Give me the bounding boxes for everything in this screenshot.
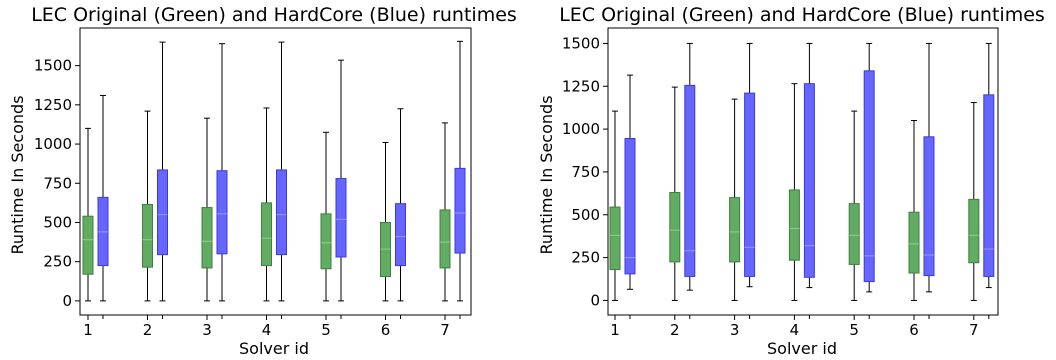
x-tick-label: 4 (262, 321, 272, 339)
x-tick-label: 5 (849, 321, 859, 339)
box-green (609, 206, 621, 271)
box-green (848, 203, 860, 265)
x-tick-label: 7 (969, 321, 979, 339)
x-axis-label: Solver id (239, 339, 309, 358)
box-blue (216, 170, 228, 255)
y-tick-label: 0 (590, 291, 600, 309)
y-tick-label: 0 (62, 292, 72, 310)
box-green (142, 203, 153, 268)
chart-panel-left: LEC Original (Green) and HardCore (Blue)… (8, 4, 517, 358)
x-tick-label: 3 (730, 321, 740, 339)
box-green (729, 197, 741, 263)
box-green (82, 215, 94, 275)
axes-frame (79, 27, 472, 316)
y-tick-label: 750 (43, 174, 72, 192)
y-tick-label: 750 (571, 163, 600, 181)
box-blue (803, 83, 815, 278)
box-green (908, 211, 920, 274)
box-blue (684, 84, 696, 277)
x-tick-label: 6 (381, 321, 391, 339)
box-green (788, 189, 800, 261)
x-tick-label: 2 (670, 321, 680, 339)
y-tick-label: 1250 (562, 77, 600, 95)
chart-title: LEC Original (Green) and HardCore (Blue)… (559, 4, 1045, 26)
box-blue (276, 169, 287, 256)
plot-area: 0 250 500 750 1000 1250 1500 1 2 3 4 5 6 7 (562, 27, 999, 339)
axes-frame (607, 27, 999, 316)
chart-title: LEC Original (Green) and HardCore (Blue)… (31, 4, 517, 26)
x-tick-label: 1 (610, 321, 620, 339)
box-green (669, 191, 681, 263)
box-blue (744, 92, 756, 277)
x-axis-label: Solver id (767, 339, 837, 358)
box-green (439, 209, 451, 269)
y-tick-label: 1000 (34, 135, 72, 153)
x-tick-label: 2 (143, 321, 153, 339)
y-tick-label: 250 (571, 249, 600, 267)
box-blue (395, 203, 406, 267)
box-green (201, 207, 213, 269)
x-tick-label: 7 (440, 321, 450, 339)
x-tick-label: 4 (790, 321, 800, 339)
x-tick-label: 3 (202, 321, 212, 339)
box-green (261, 202, 272, 267)
box-blue (454, 167, 466, 254)
box-green (968, 198, 980, 264)
box-green (320, 213, 332, 270)
x-tick-label: 1 (83, 321, 93, 339)
y-tick-label: 1500 (34, 57, 72, 75)
y-tick-label: 1500 (562, 34, 600, 52)
box-blue (983, 94, 995, 277)
box-blue (624, 138, 636, 275)
plot-area: 0 250 500 750 1000 1250 1500 1 2 3 4 5 6 7 (34, 27, 472, 339)
y-tick-label: 1000 (562, 120, 600, 138)
chart-panel-right: LEC Original (Green) and HardCore (Blue)… (537, 4, 1045, 358)
x-tick-label: 6 (909, 321, 919, 339)
y-axis-label: Runtime In Seconds (537, 95, 556, 254)
x-tick-label: 5 (321, 321, 331, 339)
box-blue (863, 70, 875, 283)
y-tick-label: 500 (571, 206, 600, 224)
y-tick-label: 250 (43, 253, 72, 271)
y-tick-label: 1250 (34, 96, 72, 114)
y-tick-label: 500 (43, 213, 72, 231)
box-blue (335, 178, 347, 258)
box-blue (157, 169, 168, 256)
y-axis-label: Runtime In Seconds (8, 95, 27, 254)
box-blue (923, 136, 935, 277)
